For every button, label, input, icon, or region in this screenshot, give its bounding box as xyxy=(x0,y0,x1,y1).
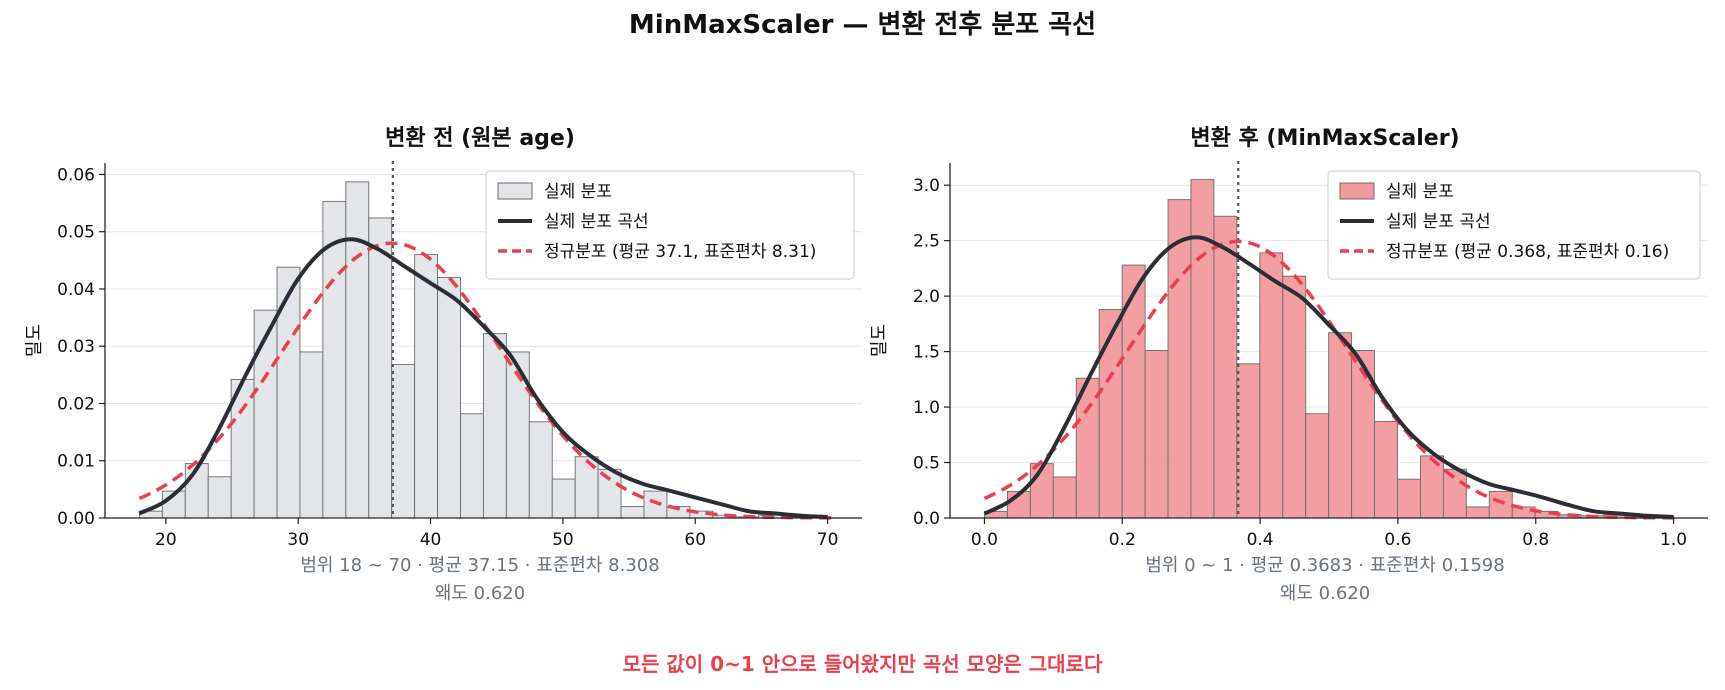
histogram-bar xyxy=(207,476,232,519)
x-tick-label: 0.4 xyxy=(1247,530,1274,550)
y-tick-label: 0.5 xyxy=(913,454,940,474)
x-tick-label: 60 xyxy=(684,530,706,550)
histogram-bar xyxy=(1144,350,1169,519)
histogram-bar xyxy=(643,490,668,519)
legend-swatch-hist xyxy=(497,182,533,200)
histogram-bar xyxy=(1259,252,1284,519)
y-tick-label: 0.00 xyxy=(57,509,95,529)
histogram-bar xyxy=(1305,413,1330,519)
y-tick-label: 0.01 xyxy=(57,452,95,472)
kde-curve xyxy=(138,237,828,519)
figure-title: MinMaxScaler — 변환 전후 분포 곡선 xyxy=(628,10,1097,40)
histogram-bar xyxy=(1190,179,1215,519)
stats-before: 범위 18 ~ 70 · 평균 37.15 · 표준편차 8.308 왜도 0.… xyxy=(100,552,860,608)
histogram-before-panel: 0.00 0.01 0.02 0.03 0.04 0.05 0.06 20 30 40 50 60 70… xyxy=(24,161,862,550)
histogram-bar xyxy=(1236,363,1261,519)
histogram-bar xyxy=(1098,308,1123,519)
y-tick-label: 2.0 xyxy=(913,287,940,307)
histogram-bar xyxy=(482,333,507,519)
histogram-bar xyxy=(1328,332,1353,519)
legend-swatch-hist xyxy=(1339,182,1375,200)
x-tick-label: 30 xyxy=(287,530,309,550)
legend-label: 실제 분포 xyxy=(1386,182,1454,202)
x-tick-label: 0.0 xyxy=(971,530,998,550)
histogram-bar xyxy=(368,217,393,519)
y-tick-label: 0.06 xyxy=(57,165,95,185)
histogram-bar xyxy=(1213,215,1238,519)
y-tick-label: 3.0 xyxy=(913,176,940,196)
histogram-bar xyxy=(1465,506,1490,519)
histogram-bar xyxy=(1442,468,1467,519)
stats-before-skew: 왜도 0.620 xyxy=(434,583,526,604)
y-tick-label: 1.0 xyxy=(913,398,940,418)
x-tick-label: 70 xyxy=(817,530,839,550)
stats-after-summary: 범위 0 ~ 1 · 평균 0.3683 · 표준편차 0.1598 xyxy=(1145,555,1505,576)
legend-label: 실제 분포 곡선 xyxy=(1386,212,1491,232)
histogram-bar xyxy=(1052,476,1077,519)
x-tick-label: 0.6 xyxy=(1384,530,1411,550)
histogram-bar xyxy=(1419,455,1444,519)
kde-curve xyxy=(983,235,1674,519)
x-tick-label: 40 xyxy=(420,530,442,550)
y-axis-label: 밀도 xyxy=(24,324,45,357)
x-tick-label: 0.8 xyxy=(1522,530,1549,550)
panel-title-before: 변환 전 (원본 age) xyxy=(385,126,575,151)
y-tick-label: 0.0 xyxy=(913,509,940,529)
stats-before-summary: 범위 18 ~ 70 · 평균 37.15 · 표준편차 8.308 xyxy=(300,555,660,576)
histogram-bar xyxy=(528,421,553,519)
histogram-bar xyxy=(597,468,622,519)
histogram-after-panel: 0.0 0.5 1.0 1.5 2.0 2.5 3.0 0.0 0.2 0.4 0.6 0.8 1.0 밀… xyxy=(869,161,1708,550)
histogram-bar xyxy=(460,413,484,519)
normal-curve xyxy=(983,239,1678,520)
histogram-bar xyxy=(620,506,645,519)
footer-note: 모든 값이 0~1 안으로 들어왔지만 곡선 모양은 그대로다 xyxy=(622,652,1103,676)
histogram-bar xyxy=(1282,275,1307,519)
legend-label: 실제 분포 곡선 xyxy=(544,212,649,232)
x-tick-label: 50 xyxy=(552,530,574,550)
x-tick-label: 0.2 xyxy=(1109,530,1136,550)
panel-title-after: 변환 후 (MinMaxScaler) xyxy=(1190,126,1460,151)
x-tick-label: 20 xyxy=(155,530,177,550)
stats-after-skew: 왜도 0.620 xyxy=(1279,583,1371,604)
legend-label: 실제 분포 xyxy=(544,182,612,202)
histogram-bar xyxy=(414,254,439,519)
histogram-bar xyxy=(1374,421,1398,519)
histogram-bar xyxy=(1121,264,1146,519)
histogram-bar xyxy=(1397,478,1421,519)
y-tick-label: 1.5 xyxy=(913,343,940,363)
y-tick-label: 0.03 xyxy=(57,337,95,357)
y-tick-label: 2.5 xyxy=(913,232,940,252)
histogram-bar xyxy=(391,364,416,519)
stats-after: 범위 0 ~ 1 · 평균 0.3683 · 표준편차 0.1598 왜도 0.… xyxy=(945,552,1705,608)
legend-label: 정규분포 (평균 0.368, 표준편차 0.16) xyxy=(1386,242,1669,262)
histogram-bar xyxy=(1488,490,1513,519)
histogram-bar xyxy=(276,266,301,519)
legend-box xyxy=(1327,170,1701,280)
y-tick-label: 0.04 xyxy=(57,280,95,300)
x-tick-label: 1.0 xyxy=(1660,530,1687,550)
histogram-bar xyxy=(345,181,370,519)
y-tick-label: 0.05 xyxy=(57,223,95,243)
histogram-bar xyxy=(551,478,576,519)
legend-label: 정규분포 (평균 37.1, 표준편차 8.31) xyxy=(544,242,816,262)
legend-box xyxy=(485,170,855,280)
histogram-bar xyxy=(299,351,324,519)
y-axis-label: 밀도 xyxy=(869,324,890,357)
histogram-bar xyxy=(437,277,461,519)
y-tick-label: 0.02 xyxy=(57,394,95,414)
